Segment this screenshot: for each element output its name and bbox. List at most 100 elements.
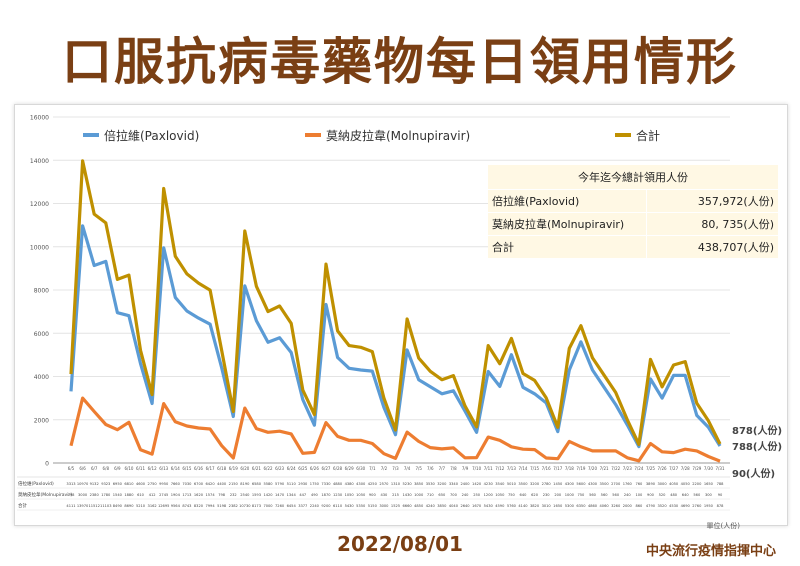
table-cell: 3260 bbox=[611, 504, 621, 508]
table-cell: 490 bbox=[311, 493, 319, 497]
table-cell: 5198 bbox=[217, 504, 227, 508]
table-cell: 788 bbox=[717, 482, 725, 486]
x-tick-label: 7/19 bbox=[576, 466, 585, 471]
x-tick-label: 7/12 bbox=[495, 466, 504, 471]
x-tick-label: 7/7 bbox=[439, 466, 446, 471]
table-cell: 1650 bbox=[704, 482, 714, 486]
table-cell: 4050 bbox=[669, 482, 679, 486]
table-cell: 2150 bbox=[229, 482, 239, 486]
table-cell: 4880 bbox=[333, 482, 343, 486]
summary-value: 438,707(人份) bbox=[646, 236, 778, 258]
table-cell: 2570 bbox=[379, 482, 389, 486]
x-tick-label: 7/4 bbox=[404, 466, 411, 471]
report-date: 2022/08/01 bbox=[337, 532, 463, 556]
data-table: 6/5 6/6 6/7 6/8 6/9 6/10 6/11 6/12 6/13 6/14 6/15 6… bbox=[17, 466, 730, 511]
table-cell: 1050 bbox=[495, 493, 505, 497]
table-cell: 3530 bbox=[426, 482, 436, 486]
x-tick-label: 7/9 bbox=[462, 466, 469, 471]
organization-name: 中央流行疫情指揮中心 bbox=[645, 544, 776, 559]
table-cell: 1470 bbox=[275, 493, 285, 497]
table-cell: 11103 bbox=[100, 504, 111, 508]
table-cell: 560 bbox=[612, 493, 620, 497]
x-tick-label: 6/23 bbox=[275, 466, 284, 471]
table-cell: 3520 bbox=[657, 504, 667, 508]
table-cell: 2760 bbox=[692, 504, 702, 508]
table-cell: 3162 bbox=[148, 504, 157, 508]
legend-label: 莫納皮拉韋(Molnupiravir) bbox=[326, 128, 470, 143]
table-cell: 4380 bbox=[345, 482, 355, 486]
table-cell: 7660 bbox=[171, 482, 181, 486]
table-cell: 1780 bbox=[101, 493, 111, 497]
table-cell: 4111 bbox=[66, 504, 75, 508]
table-cell: 900 bbox=[369, 493, 377, 497]
table-cell: 3000 bbox=[379, 504, 389, 508]
x-tick-label: 7/10 bbox=[472, 466, 481, 471]
y-tick-label: 4000 bbox=[34, 374, 49, 381]
x-tick-label: 6/30 bbox=[356, 466, 365, 471]
table-cell: 2380 bbox=[90, 493, 100, 497]
table-cell: 5600 bbox=[576, 482, 586, 486]
table-cell: 760 bbox=[635, 482, 643, 486]
x-tick-label: 7/8 bbox=[450, 466, 457, 471]
x-tick-label: 6/22 bbox=[264, 466, 273, 471]
x-tick-label: 6/6 bbox=[79, 466, 86, 471]
table-cell: 230 bbox=[543, 493, 551, 497]
table-cell: 560 bbox=[601, 493, 609, 497]
x-tick-label: 7/21 bbox=[600, 466, 609, 471]
table-cell: 3820 bbox=[530, 504, 540, 508]
table-cell: 4850 bbox=[414, 504, 424, 508]
table-cell: 798 bbox=[218, 493, 226, 497]
x-tick-label: 7/6 bbox=[427, 466, 434, 471]
table-cell: 3540 bbox=[495, 482, 505, 486]
table-cell: 215 bbox=[392, 493, 399, 497]
x-tick-label: 7/15 bbox=[530, 466, 539, 471]
table-cell: 710 bbox=[427, 493, 435, 497]
table-cell: 10730 bbox=[239, 504, 251, 508]
x-tick-label: 7/27 bbox=[669, 466, 678, 471]
table-cell: 6700 bbox=[194, 482, 204, 486]
x-tick-label: 7/29 bbox=[692, 466, 701, 471]
y-tick-label: 14000 bbox=[30, 158, 49, 165]
table-cell: 1000 bbox=[565, 493, 575, 497]
table-cell: 6950 bbox=[113, 482, 123, 486]
table-cell: 3010 bbox=[542, 504, 552, 508]
x-tick-label: 7/22 bbox=[611, 466, 620, 471]
table-cell: 4590 bbox=[495, 504, 505, 508]
table-cell: 2382 bbox=[229, 504, 238, 508]
legend: 倍拉維(Paxlovid) 莫納皮拉韋(Molnupiravir) 合計 bbox=[83, 128, 660, 143]
table-cell: 1050 bbox=[345, 493, 355, 497]
x-tick-label: 7/28 bbox=[681, 466, 690, 471]
x-tick-label: 6/20 bbox=[240, 466, 249, 471]
table-cell: 11512 bbox=[88, 504, 99, 508]
table-cell: 5010 bbox=[507, 482, 517, 486]
end-value-label: 90(人份) bbox=[732, 467, 775, 480]
table-cell: 3377 bbox=[298, 504, 307, 508]
x-tick-label: 6/15 bbox=[182, 466, 191, 471]
summary-row: 莫納皮拉韋(Molnupiravir) 80, 735(人份) bbox=[488, 212, 778, 235]
table-cell: 4250 bbox=[368, 482, 378, 486]
y-tick-label: 2000 bbox=[34, 417, 49, 424]
table-cell: 1000 bbox=[414, 493, 424, 497]
x-tick-label: 7/18 bbox=[565, 466, 574, 471]
y-axis: 0 2000 4000 6000 8000 10000 12000 14000 16000 bbox=[30, 115, 49, 468]
table-cell: 4230 bbox=[484, 482, 494, 486]
table-cell: 1200 bbox=[484, 493, 494, 497]
table-cell: 2780 bbox=[542, 482, 552, 486]
unit-label: 單位(人份) bbox=[706, 522, 740, 530]
table-cell: 1574 bbox=[205, 493, 215, 497]
table-cell: 240 bbox=[462, 493, 470, 497]
table-cell: 8320 bbox=[194, 504, 204, 508]
table-cell: 520 bbox=[659, 493, 667, 497]
table-cell: 4140 bbox=[518, 504, 528, 508]
summary-row: 倍拉維(Paxlovid) 357,972(人份) bbox=[488, 189, 778, 212]
x-tick-label: 6/10 bbox=[124, 466, 133, 471]
table-cell: 200 bbox=[554, 493, 562, 497]
table-cell: 4060 bbox=[600, 504, 610, 508]
table-cell: 12695 bbox=[158, 504, 169, 508]
table-cell: 1593 bbox=[252, 493, 261, 497]
table-cell: 1525 bbox=[391, 504, 400, 508]
table-cell: 1880 bbox=[124, 493, 134, 497]
x-tick-label: 6/21 bbox=[252, 466, 261, 471]
x-tick-label: 6/16 bbox=[194, 466, 203, 471]
table-cell: 5230 bbox=[403, 482, 413, 486]
